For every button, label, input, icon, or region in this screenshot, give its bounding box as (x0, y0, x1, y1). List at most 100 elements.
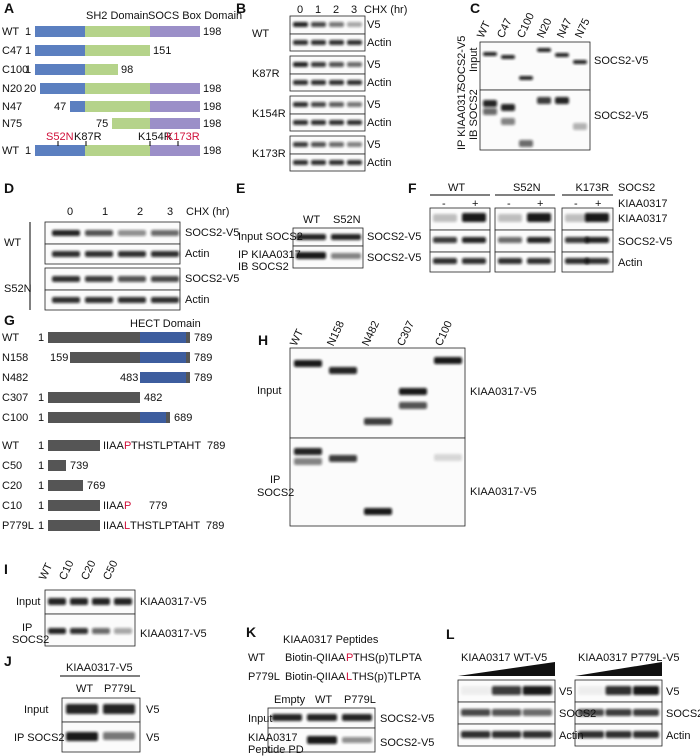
sequence: Biotin-QIIAA (285, 652, 346, 664)
blot-band (307, 736, 337, 744)
start-residue: 1 (38, 332, 45, 344)
blot-band (296, 252, 326, 259)
blot-band (633, 709, 659, 716)
blot-band (331, 234, 361, 240)
blot-band (347, 80, 362, 85)
blot-band (527, 258, 551, 264)
blot-band (329, 120, 344, 125)
blot-band (573, 60, 587, 64)
blot-band (399, 388, 427, 395)
row-label: Peptide PD (248, 744, 304, 756)
start-residue: 159 (50, 352, 69, 364)
sequence: THSTLPTAHT (130, 520, 201, 532)
blot-band (522, 731, 552, 738)
blot-band (537, 48, 551, 52)
panel-label: J (4, 653, 12, 669)
band-label: SOCS2-V5 (185, 273, 240, 285)
blot-band (501, 55, 515, 59)
row-label: IB SOCS2 (468, 89, 480, 140)
start-residue: 1 (38, 480, 45, 492)
domain-bar (35, 26, 85, 37)
sign-label: - (442, 198, 446, 210)
blot-band (85, 276, 113, 282)
row-label: SOCS2 (257, 487, 295, 499)
domain-bar (85, 101, 150, 112)
domain-bar (150, 101, 200, 112)
blot-band (151, 230, 179, 236)
domain-bar (140, 332, 190, 343)
lane-label: WT (76, 683, 94, 695)
domain-bar (70, 101, 85, 112)
mutated-residue: P (124, 440, 132, 452)
band-label: Actin (618, 257, 643, 269)
band-label: KIAA0317-V5 (470, 486, 537, 498)
blot-band (605, 731, 632, 738)
panel-label: B (236, 0, 247, 16)
peptide-name: WT (248, 652, 266, 664)
group-label: K173R (252, 148, 286, 160)
blot-band (433, 237, 457, 243)
group-label: WT (252, 28, 270, 40)
panel-label: K (246, 624, 257, 640)
blot-band (311, 22, 326, 27)
band-label: V5 (559, 686, 573, 698)
construct-name: C100 (2, 412, 29, 424)
row-label: IP (22, 622, 33, 634)
blot-band (329, 22, 344, 27)
blot-band (272, 714, 302, 721)
mutation-label: S52N (46, 131, 74, 143)
blot-band (483, 108, 497, 115)
lane-label: P779L (104, 683, 136, 695)
blot-band (501, 104, 515, 111)
lane-label: WT (303, 214, 321, 226)
blot-band (103, 732, 135, 740)
blot-band (329, 367, 357, 374)
band-label: SOCS2-V5 (367, 252, 422, 264)
panel-label: D (4, 180, 15, 196)
sign-label: + (595, 198, 602, 210)
blot-band (555, 53, 569, 57)
blot-band (501, 118, 515, 125)
domain-bar (48, 412, 140, 423)
lane-label: WT (315, 694, 333, 706)
blot-band (296, 234, 326, 240)
blot-frame (494, 251, 556, 273)
blot-band (483, 52, 497, 56)
row-label: IP KIAA0317 (456, 87, 468, 150)
end-residue: 789 (206, 520, 225, 532)
blot-band (527, 213, 551, 222)
start-residue: 47 (54, 101, 67, 113)
blot-band (498, 237, 522, 243)
band-label: SOCS2-V5 (618, 236, 673, 248)
band-label: SOCS2-V5 (185, 227, 240, 239)
blot-band (347, 120, 362, 125)
row-label: IP SOCS2 (14, 732, 65, 744)
row-label: Input (16, 596, 41, 608)
band-label: SOCS2 (559, 708, 597, 720)
blot-frame (292, 245, 364, 269)
domain-bar (48, 460, 66, 471)
group-label: WT (448, 182, 466, 194)
panel-label: L (446, 626, 455, 642)
blot-band (483, 100, 497, 107)
row-label: SOCS2 (618, 182, 656, 194)
blot-band (347, 142, 362, 147)
band-label: SOCS2-V5 (594, 110, 649, 122)
start-residue: 1 (38, 460, 45, 472)
blot-band (347, 22, 362, 27)
band-label: Actin (666, 730, 691, 742)
end-residue: 769 (87, 480, 106, 492)
domain-bar (85, 83, 150, 94)
band-label: Actin (185, 294, 210, 306)
end-residue: 151 (153, 45, 172, 57)
panel-label: F (408, 180, 417, 196)
row-label: IP (270, 474, 281, 486)
band-label: Actin (367, 77, 392, 89)
band-label: V5 (666, 686, 680, 698)
band-label: V5 (367, 99, 381, 111)
blot-band (347, 62, 362, 67)
blot-band (118, 230, 146, 236)
band-label: SOCS2-V5 (367, 231, 422, 243)
blot-band (103, 704, 135, 714)
